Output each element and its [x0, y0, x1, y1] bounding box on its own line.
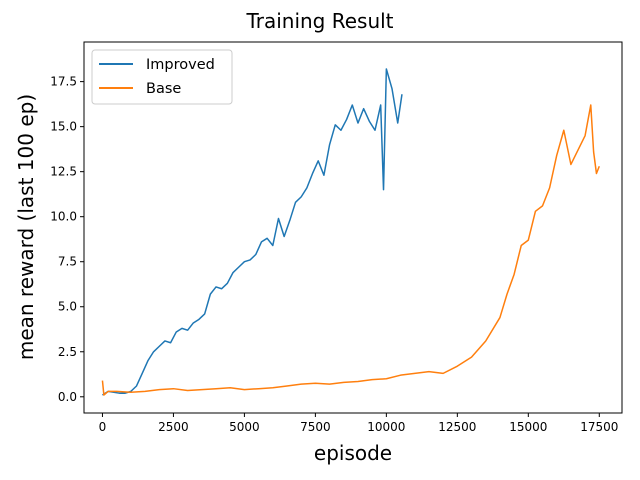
- chart-title: Training Result: [245, 9, 393, 33]
- plot-area: [101, 68, 600, 396]
- legend: Improved Base: [91, 49, 233, 105]
- x-tick-label: 5000: [229, 420, 260, 434]
- y-tick-label: 12.5: [50, 165, 77, 179]
- x-tick-label: 15000: [509, 420, 547, 434]
- y-tick-label: 17.5: [50, 75, 77, 89]
- legend-label-base: Base: [146, 81, 181, 97]
- plot-frame: [83, 41, 623, 414]
- x-axis-title: episode: [314, 441, 392, 465]
- x-tick-label: 7500: [300, 420, 331, 434]
- legend-label-improved: Improved: [146, 57, 215, 73]
- y-tick-label: 15.0: [50, 120, 77, 134]
- series-line-base: [101, 104, 600, 396]
- axis-ticks: 0 2500 5000 7500 10000 12500 15000 17500 0.0 2.5 5…: [50, 75, 618, 434]
- y-axis-title: mean reward (last 100 ep): [14, 94, 38, 360]
- y-tick-label: 7.5: [58, 255, 77, 269]
- x-tick-label: 10000: [367, 420, 405, 434]
- x-tick-label: 0: [99, 420, 107, 434]
- x-tick-label: 12500: [438, 420, 476, 434]
- y-tick-label: 0.0: [58, 390, 77, 404]
- x-tick-label: 17500: [580, 420, 618, 434]
- y-tick-label: 10.0: [50, 210, 77, 224]
- x-tick-label: 2500: [158, 420, 189, 434]
- y-tick-label: 2.5: [58, 345, 77, 359]
- series-line-improved: [102, 68, 403, 396]
- y-tick-label: 5.0: [58, 300, 77, 314]
